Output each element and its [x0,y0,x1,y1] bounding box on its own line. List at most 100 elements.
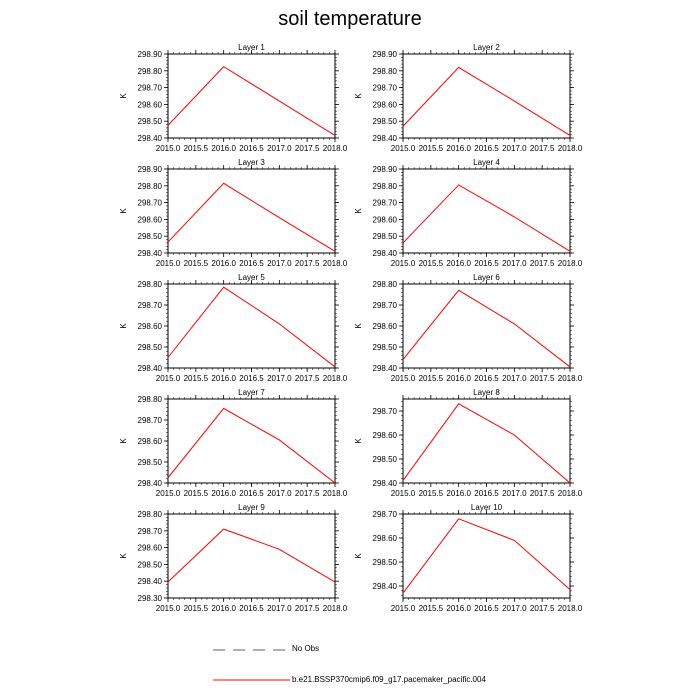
x-tick-label: 2015.0 [391,604,416,613]
plot-frame [167,53,336,139]
x-tick-label: 2017.5 [530,144,555,153]
x-tick-label: 2018.0 [558,259,583,268]
y-tick-label: 298.70 [373,407,398,416]
series-line [402,518,571,594]
x-tick-label: 2017.0 [502,144,527,153]
x-tick-label: 2016.5 [239,489,264,498]
plot-frame [402,53,571,139]
y-tick-label: 298.50 [138,560,163,569]
y-tick-label: 298.80 [138,510,163,519]
panel-title: Layer 4 [473,158,500,167]
y-tick-label: 298.40 [138,134,163,143]
panel-title: Layer 9 [238,503,265,512]
y-tick-label: 298.50 [373,558,398,567]
y-tick-label: 298.90 [138,165,163,174]
y-tick-label: 298.40 [373,134,398,143]
plot-frame [402,398,571,484]
x-tick-label: 2016.0 [446,374,471,383]
x-tick-label: 2015.5 [184,259,209,268]
x-tick-label: 2018.0 [558,489,583,498]
y-tick-label: 298.60 [138,322,163,331]
y-tick-label: 298.70 [373,301,398,310]
x-tick-label: 2017.0 [267,489,292,498]
y-tick-label: 298.40 [138,577,163,586]
y-tick-label: 298.80 [373,67,398,76]
x-tick-label: 2018.0 [558,374,583,383]
x-tick-label: 2017.5 [295,604,320,613]
y-tick-label: 298.40 [138,249,163,258]
panel-title: Layer 2 [473,43,500,52]
x-tick-label: 2015.5 [419,259,444,268]
x-tick-label: 2016.5 [239,144,264,153]
x-tick-label: 2016.0 [211,604,236,613]
y-tick-label: 298.70 [373,510,398,519]
y-tick-label: 298.50 [373,232,398,241]
series-line [167,65,336,136]
x-tick-label: 2017.5 [530,374,555,383]
y-tick-label: 298.70 [138,416,163,425]
y-tick-label: 298.60 [373,100,398,109]
x-tick-label: 2017.0 [267,259,292,268]
y-axis-label: K [119,438,128,444]
y-axis-label: K [354,93,363,99]
y-axis-label: K [119,208,128,214]
x-tick-label: 2015.0 [156,374,181,383]
plot-frame [167,398,336,484]
x-tick-label: 2016.0 [446,604,471,613]
y-tick-label: 298.70 [138,84,163,93]
x-tick-label: 2017.5 [530,604,555,613]
x-tick-label: 2016.0 [446,259,471,268]
x-tick-label: 2016.5 [239,604,264,613]
y-tick-label: 298.40 [373,364,398,373]
series-line [167,407,336,484]
plot-frame [167,168,336,254]
x-tick-label: 2017.0 [502,259,527,268]
x-tick-label: 2017.0 [502,374,527,383]
y-tick-label: 298.50 [373,117,398,126]
x-tick-label: 2015.0 [391,144,416,153]
x-tick-label: 2018.0 [323,489,348,498]
x-tick-label: 2016.0 [211,259,236,268]
x-tick-label: 2016.5 [474,144,499,153]
y-tick-label: 298.70 [138,199,163,208]
panel-title: Layer 6 [473,273,500,282]
series-line [402,66,571,136]
x-tick-label: 2015.5 [184,489,209,498]
x-tick-label: 2018.0 [323,374,348,383]
plot-frame [167,513,336,599]
x-tick-label: 2015.0 [156,144,181,153]
y-axis-label: K [119,323,128,329]
x-tick-label: 2016.0 [211,489,236,498]
x-tick-label: 2017.5 [295,489,320,498]
x-tick-label: 2017.0 [267,374,292,383]
y-tick-label: 298.40 [138,479,163,488]
series-line [402,184,571,252]
y-axis-label: K [354,553,363,559]
y-tick-label: 298.40 [373,479,398,488]
series-line [402,403,571,484]
y-tick-label: 298.50 [138,117,163,126]
y-tick-label: 298.40 [373,582,398,591]
plot-frame [402,513,571,599]
y-tick-label: 298.60 [373,215,398,224]
x-tick-label: 2015.5 [184,374,209,383]
y-tick-label: 298.90 [373,50,398,59]
panel-title: Layer 8 [473,388,500,397]
y-tick-label: 298.70 [138,527,163,536]
series-line [167,528,336,583]
x-tick-label: 2017.0 [267,144,292,153]
y-tick-label: 298.80 [138,182,163,191]
y-axis-label: K [119,553,128,559]
panel-title: Layer 7 [238,388,265,397]
x-tick-label: 2016.0 [211,144,236,153]
series-line [402,289,571,368]
x-tick-label: 2017.5 [295,374,320,383]
y-tick-label: 298.60 [138,437,163,446]
panel-title: Layer 5 [238,273,265,282]
